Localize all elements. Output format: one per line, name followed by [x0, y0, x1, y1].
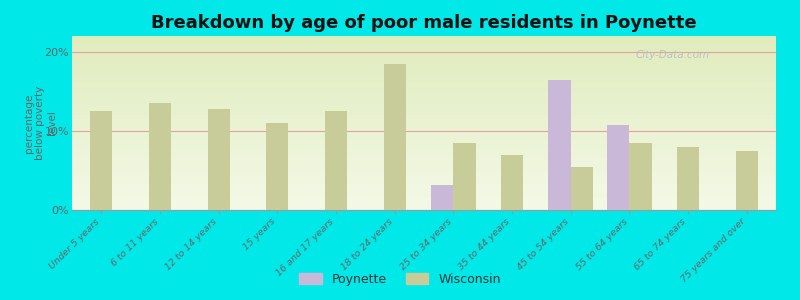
Bar	[735, 151, 758, 210]
Bar	[90, 111, 113, 210]
Bar	[630, 143, 652, 210]
Bar	[570, 167, 593, 210]
Y-axis label: percentage
below poverty
level: percentage below poverty level	[24, 86, 57, 160]
Text: City-Data.com: City-Data.com	[635, 50, 710, 60]
Bar	[266, 123, 289, 210]
Bar	[607, 124, 630, 210]
Bar	[501, 154, 523, 210]
Title: Breakdown by age of poor male residents in Poynette: Breakdown by age of poor male residents …	[151, 14, 697, 32]
Bar	[149, 103, 171, 210]
Bar	[383, 64, 406, 210]
Bar	[454, 143, 476, 210]
Bar	[548, 80, 570, 210]
Bar	[325, 111, 347, 210]
Legend: Poynette, Wisconsin: Poynette, Wisconsin	[294, 268, 506, 291]
Bar	[431, 185, 454, 210]
Bar	[207, 109, 230, 210]
Bar	[677, 147, 699, 210]
